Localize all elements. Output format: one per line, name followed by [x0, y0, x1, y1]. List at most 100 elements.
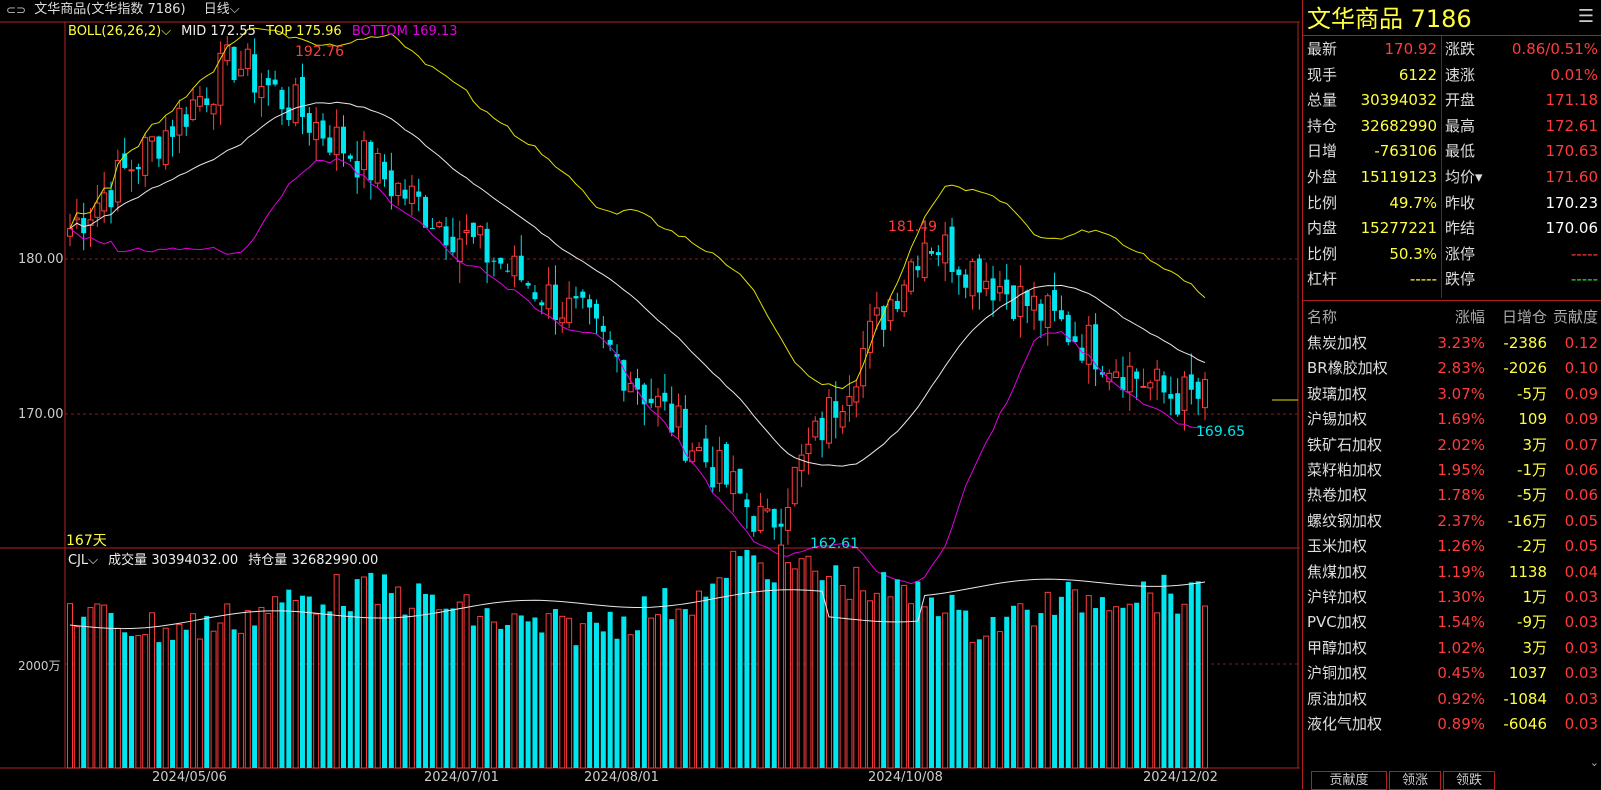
- volume-bar: [1099, 597, 1105, 768]
- contrib-row[interactable]: 玻璃加权 3.07% -5万 0.09: [1303, 382, 1601, 407]
- volume-bar: [833, 565, 839, 768]
- contract-contrib: 0.03: [1564, 715, 1598, 733]
- tab-leaders-down[interactable]: 领跌: [1443, 771, 1495, 790]
- candle: [416, 191, 422, 197]
- x-label: 2024/05/06: [152, 770, 227, 785]
- volume-bar: [956, 609, 962, 768]
- volume-bar: [81, 616, 87, 768]
- contrib-row[interactable]: 铁矿石加权 2.02% 3万 0.07: [1303, 433, 1601, 458]
- contrib-row[interactable]: 液化气加权 0.89% -6046 0.03: [1303, 712, 1601, 737]
- volume-bar: [983, 635, 990, 769]
- chevron-down-icon[interactable]: ⌵: [161, 24, 172, 39]
- candle: [190, 99, 197, 120]
- candle: [135, 166, 141, 170]
- chevron-down-icon[interactable]: ⌵: [88, 553, 99, 568]
- boll-name[interactable]: BOLL(26,26,2): [68, 24, 162, 39]
- candle: [1202, 379, 1208, 409]
- contrib-row[interactable]: PVC加权 1.54% -9万 0.03: [1303, 610, 1601, 635]
- contract-daily: -9万: [1517, 613, 1547, 632]
- cjl-name[interactable]: CJL: [68, 553, 89, 568]
- quote-label: 最高: [1445, 116, 1476, 135]
- volume-bar: [374, 603, 381, 769]
- quote-value: 172.61: [1545, 116, 1599, 135]
- header-daily[interactable]: 日增仓: [1501, 308, 1547, 326]
- contrib-row[interactable]: 菜籽粕加权 1.95% -1万 0.06: [1303, 458, 1601, 483]
- last-low-annotation: 169.65: [1196, 424, 1245, 440]
- tab-leaders-up[interactable]: 领涨: [1389, 771, 1441, 790]
- quote-row: 现手 6122 速涨 0.01%: [1303, 62, 1601, 88]
- contrib-row[interactable]: 原油加权 0.92% -1084 0.03: [1303, 687, 1601, 712]
- boll-mid-line: [69, 101, 1206, 467]
- volume-bar: [716, 577, 723, 769]
- candle: [771, 508, 777, 528]
- candle: [313, 121, 320, 141]
- volume-bar: [1072, 589, 1079, 769]
- contrib-row[interactable]: 螺纹钢加权 2.37% -16万 0.05: [1303, 509, 1601, 534]
- candle: [1065, 314, 1071, 343]
- candle: [1168, 394, 1174, 399]
- contract-contrib: 0.09: [1564, 384, 1598, 403]
- volume-bar: [511, 613, 518, 769]
- candle: [306, 113, 312, 133]
- volume-bar: [1024, 609, 1030, 768]
- contrib-row[interactable]: 玉米加权 1.26% -2万 0.05: [1303, 534, 1601, 559]
- volume-bar: [176, 623, 183, 769]
- volume-bar: [901, 584, 908, 769]
- candle: [320, 120, 326, 139]
- volume-bar: [1017, 603, 1024, 769]
- volume-bar: [484, 608, 490, 768]
- candle: [710, 467, 716, 488]
- contrib-row[interactable]: 焦炭加权 3.23% -2386 0.12: [1303, 331, 1601, 356]
- candle: [382, 161, 388, 180]
- contract-contrib: 0.07: [1564, 435, 1598, 454]
- contrib-row[interactable]: 甲醇加权 1.02% 3万 0.03: [1303, 636, 1601, 661]
- volume-bar: [860, 590, 867, 769]
- contrib-row[interactable]: 焦煤加权 1.19% 1138 0.04: [1303, 560, 1601, 585]
- period-select[interactable]: 日线⌵: [203, 2, 240, 17]
- tab-contrib[interactable]: 贡献度: [1311, 771, 1387, 790]
- candle: [1140, 385, 1147, 388]
- candle: [258, 85, 265, 99]
- quote-label: 内盘: [1307, 219, 1338, 238]
- contrib-row[interactable]: 沪锡加权 1.69% 109 0.09: [1303, 407, 1601, 432]
- candle: [402, 189, 408, 199]
- volume-bar: [244, 610, 251, 769]
- candle: [450, 236, 456, 253]
- contrib-row[interactable]: 沪锌加权 1.30% 1万 0.03: [1303, 585, 1601, 610]
- scroll-down-icon[interactable]: ⌄: [1589, 756, 1599, 769]
- contrib-row[interactable]: BR橡胶加权 2.83% -2026 0.10: [1303, 356, 1601, 381]
- header-pct[interactable]: 涨幅: [1454, 308, 1485, 326]
- quote-label: 总量: [1307, 91, 1338, 110]
- volume-bar: [272, 596, 279, 769]
- candle: [696, 446, 703, 452]
- volume-bar: [73, 625, 80, 769]
- candle: [292, 84, 299, 124]
- volume-bar: [798, 558, 805, 769]
- candle: [901, 284, 908, 313]
- header-contrib[interactable]: 贡献度: [1552, 308, 1598, 326]
- contract-pct: 3.07%: [1437, 384, 1485, 403]
- candle: [279, 89, 285, 110]
- header-name[interactable]: 名称: [1307, 308, 1338, 326]
- x-label: 2024/12/02: [1143, 770, 1218, 785]
- volume-bar: [757, 562, 764, 769]
- candle: [935, 252, 941, 256]
- volume-bar: [231, 629, 237, 768]
- volume-bar: [825, 576, 832, 769]
- window-link-icon[interactable]: ⊂⊃: [6, 3, 27, 17]
- candle: [949, 226, 955, 272]
- volume-bar: [1188, 582, 1194, 768]
- volume-bar: [669, 619, 675, 768]
- contrib-row[interactable]: 热卷加权 1.78% -5万 0.06: [1303, 483, 1601, 508]
- candle: [484, 228, 490, 263]
- kline-chart[interactable]: [0, 0, 1300, 789]
- contrib-row[interactable]: 沪铜加权 0.45% 1037 0.03: [1303, 661, 1601, 686]
- candle: [340, 126, 346, 154]
- candle: [176, 107, 183, 136]
- candle: [580, 291, 586, 298]
- menu-icon[interactable]: ☰: [1577, 6, 1594, 27]
- quote-value: 30394032: [1360, 91, 1437, 110]
- candle: [607, 339, 613, 345]
- volume-bar: [498, 628, 504, 768]
- volume-bar: [539, 632, 545, 768]
